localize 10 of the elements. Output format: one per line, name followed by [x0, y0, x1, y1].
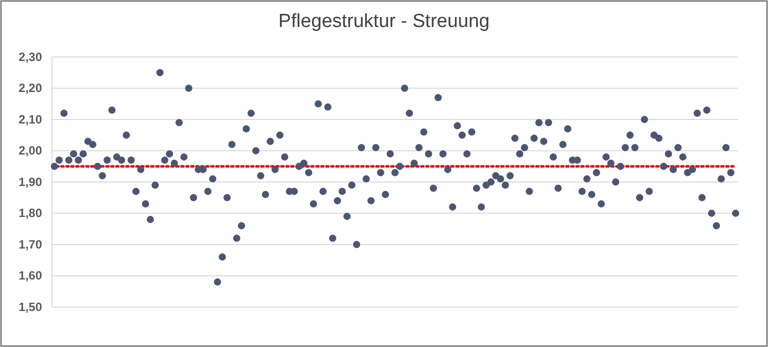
y-tick-label: 1,50	[18, 300, 42, 314]
y-tick-label: 2,00	[18, 144, 42, 158]
chart-title: Pflegestruktur - Streuung	[278, 11, 490, 32]
y-tick-label: 1,60	[18, 268, 42, 283]
y-tick-label: 2,30	[18, 50, 42, 64]
y-tick-label: 2,20	[18, 81, 42, 96]
y-tick-label: 2,10	[18, 112, 42, 126]
y-tick-label: 1,70	[18, 237, 42, 252]
y-tick-label: 1,90	[18, 174, 42, 189]
y-tick-label: 1,80	[18, 206, 42, 220]
